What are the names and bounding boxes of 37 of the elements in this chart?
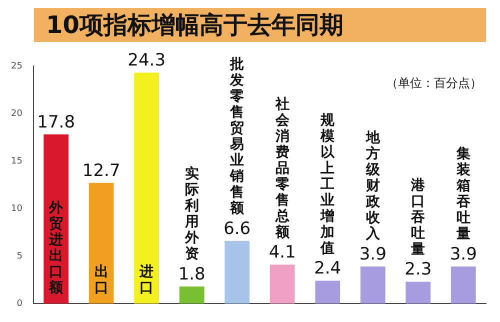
data-label: 3.9	[450, 244, 477, 264]
bar	[315, 280, 340, 304]
bar	[450, 266, 476, 304]
data-label: 4.1	[268, 242, 296, 263]
annotation: （单位：百分点）	[386, 76, 482, 90]
category-label: 规模以上工业增加值	[320, 112, 335, 256]
data-label: 12.7	[82, 160, 120, 181]
y-tick-label: 15	[11, 156, 22, 166]
data-label: 2.3	[404, 260, 432, 280]
chart-title: 10项指标增幅高于去年同期	[34, 8, 486, 42]
x-tick-label: 地方级财政收入	[364, 130, 381, 242]
data-label: 24.3	[128, 50, 166, 71]
data-label: 1.8	[178, 264, 206, 284]
data-label: 17.8	[37, 112, 76, 132]
x-tick-label: 实际利用外资	[184, 165, 200, 262]
y-tick-label: 5	[16, 251, 22, 262]
x-tick-label: 进口	[138, 264, 154, 296]
x-tick-label: 港口吞吐量	[410, 177, 426, 258]
x-tick-label: 集装箱吞吐量	[455, 146, 472, 242]
y-tick-label: 0	[16, 298, 23, 309]
bar	[406, 282, 431, 304]
x-tick-label: 外贸进出口额	[48, 200, 64, 296]
category-label: 批发零售贸易业销售额	[230, 56, 244, 217]
y-tick-label: 10	[11, 204, 23, 214]
bar	[88, 182, 114, 304]
y-tick-label: 25	[11, 61, 22, 72]
bar	[134, 72, 160, 304]
x-tick-label: 出口	[94, 264, 108, 296]
data-label: 2.4	[314, 258, 342, 279]
bar	[270, 264, 295, 304]
bar	[224, 240, 250, 304]
category-label: 社会消费品零售总额	[275, 96, 290, 240]
bar	[360, 266, 386, 304]
data-label: 6.6	[224, 218, 251, 239]
data-label: 3.9	[359, 244, 386, 264]
bar	[179, 286, 204, 304]
y-tick-label: 20	[11, 108, 23, 119]
